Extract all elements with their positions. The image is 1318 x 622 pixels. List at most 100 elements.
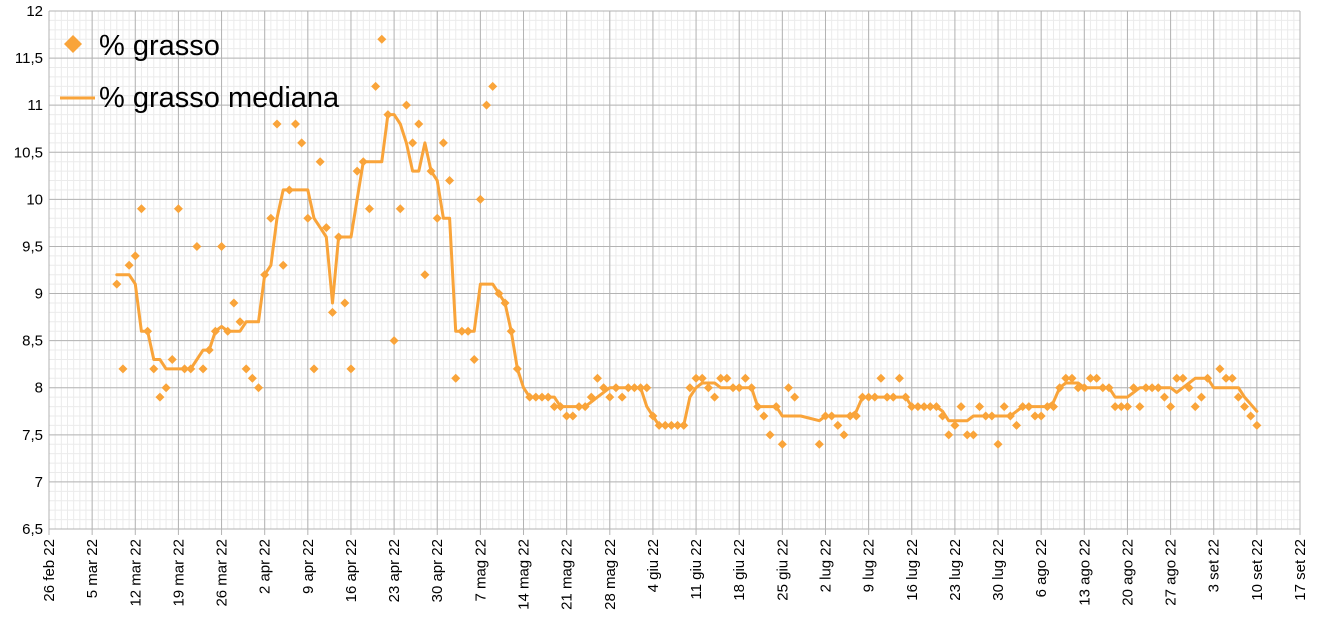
data-point-diamond <box>1055 383 1065 393</box>
data-point-diamond <box>993 439 1003 449</box>
data-point-diamond <box>426 166 436 176</box>
data-point-diamond <box>1116 402 1126 412</box>
data-point-diamond <box>839 430 849 440</box>
data-point-diamond <box>1005 411 1015 421</box>
x-tick-label: 30 apr 22 <box>429 539 446 602</box>
data-point-diamond <box>420 270 430 280</box>
data-point-diamond <box>149 364 159 374</box>
data-point-diamond <box>383 110 393 120</box>
data-point-diamond <box>1098 383 1108 393</box>
axes <box>48 11 1301 535</box>
x-tick-label: 7 mag 22 <box>472 539 489 602</box>
data-point-diamond <box>660 420 670 430</box>
data-point-diamond <box>1042 402 1052 412</box>
data-point-diamond <box>679 420 689 430</box>
fat-points-series <box>112 34 1262 449</box>
data-point-diamond <box>475 194 485 204</box>
data-point-diamond <box>235 317 245 327</box>
x-tick-label: 11 giu 22 <box>688 539 705 600</box>
y-tick-label: 8,5 <box>22 333 43 350</box>
data-point-diamond <box>229 298 239 308</box>
data-point-diamond <box>1036 411 1046 421</box>
data-point-diamond <box>241 364 251 374</box>
y-tick-label: 10,5 <box>14 144 43 161</box>
data-point-diamond <box>876 373 886 383</box>
data-point-diamond <box>525 392 535 402</box>
data-point-diamond <box>894 373 904 383</box>
data-point-diamond <box>1203 373 1213 383</box>
data-point-diamond <box>408 138 418 148</box>
y-tick-label: 9 <box>35 286 43 303</box>
data-point-diamond <box>981 411 991 421</box>
data-point-diamond <box>555 402 565 412</box>
data-point-diamond <box>1104 383 1114 393</box>
data-point-diamond <box>204 345 214 355</box>
data-point-diamond <box>254 383 264 393</box>
x-tick-label: 25 giu 22 <box>774 539 791 601</box>
data-point-diamond <box>389 336 399 346</box>
data-point-diamond <box>1221 373 1231 383</box>
data-point-diamond <box>438 138 448 148</box>
x-tick-label: 14 mag 22 <box>516 539 533 610</box>
data-point-diamond <box>771 402 781 412</box>
data-point-diamond <box>1246 411 1256 421</box>
data-point-diamond <box>574 402 584 412</box>
data-point-diamond <box>907 402 917 412</box>
data-point-diamond <box>685 383 695 393</box>
data-point-diamond <box>260 270 270 280</box>
data-point-diamond <box>1079 383 1089 393</box>
y-tick-label: 7,5 <box>22 427 43 444</box>
data-point-diamond <box>167 354 177 364</box>
data-point-diamond <box>414 119 424 129</box>
data-point-diamond <box>938 411 948 421</box>
data-point-diamond <box>1190 402 1200 412</box>
data-point-diamond <box>580 402 590 412</box>
data-point-diamond <box>352 166 362 176</box>
data-point-diamond <box>124 260 134 270</box>
data-point-diamond <box>1227 373 1237 383</box>
data-point-diamond <box>599 383 609 393</box>
data-point-diamond <box>1061 373 1071 383</box>
x-tick-label: 28 mag 22 <box>602 539 619 610</box>
data-point-diamond <box>716 373 726 383</box>
data-point-diamond <box>673 420 683 430</box>
data-point-diamond <box>870 392 880 402</box>
y-tick-label: 6,5 <box>22 521 43 538</box>
x-tick-label: 26 mar 22 <box>214 539 231 607</box>
data-point-diamond <box>1240 402 1250 412</box>
data-point-diamond <box>1018 402 1028 412</box>
data-point-diamond <box>1012 420 1022 430</box>
data-point-diamond <box>691 373 701 383</box>
median-line <box>115 113 1259 427</box>
data-point-diamond <box>512 364 522 374</box>
data-point-diamond <box>223 326 233 336</box>
data-point-diamond <box>925 402 935 412</box>
data-point-diamond <box>703 383 713 393</box>
data-point-diamond <box>118 364 128 374</box>
data-point-diamond <box>457 326 467 336</box>
data-point-diamond <box>654 420 664 430</box>
data-point-diamond <box>1147 383 1157 393</box>
data-point-diamond <box>790 392 800 402</box>
data-point-diamond <box>562 411 572 421</box>
data-point-diamond <box>494 289 504 299</box>
data-point-diamond <box>636 383 646 393</box>
y-tick-label: 12 <box>26 3 43 20</box>
grid-lines <box>48 10 1301 530</box>
y-tick-labels: 6,5 7 7,5 8 8,5 9 9,5 10 10,5 11 11,5 12 <box>14 3 43 538</box>
data-point-diamond <box>1166 402 1176 412</box>
x-tick-label: 16 apr 22 <box>343 539 360 602</box>
data-point-diamond <box>1110 402 1120 412</box>
data-point-diamond <box>180 364 190 374</box>
median-line-series <box>115 113 1259 427</box>
data-point-diamond <box>340 298 350 308</box>
data-point-diamond <box>734 383 744 393</box>
data-point-diamond <box>568 411 578 421</box>
data-point-diamond <box>1141 383 1151 393</box>
x-tick-label: 21 mag 22 <box>559 539 576 610</box>
data-point-diamond <box>543 392 553 402</box>
data-point-diamond <box>962 430 972 440</box>
data-point-diamond <box>1073 383 1083 393</box>
data-point-diamond <box>136 204 146 214</box>
